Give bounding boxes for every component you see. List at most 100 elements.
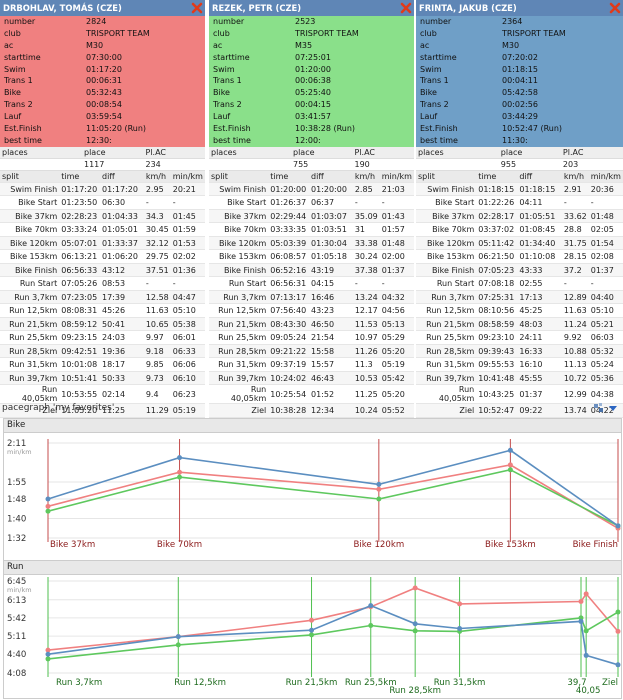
places-cell: 234 xyxy=(143,158,205,171)
split-value-cell: 2.95 xyxy=(143,182,171,197)
split-value-cell: 50:41 xyxy=(99,317,144,332)
table-row: Bike 37km 02:28:17 01:05:51 33.62 01:48 xyxy=(416,209,623,224)
pacegraph-options-icon[interactable] xyxy=(593,402,619,414)
close-icon[interactable] xyxy=(191,2,203,14)
split-value-cell: 01:10:08 xyxy=(517,249,562,264)
split-value-cell: 01:37 xyxy=(379,263,414,278)
table-row: Run 25,5km 09:23:10 24:11 9.92 06:03 xyxy=(416,330,623,345)
split-name-cell: Run 3,7km xyxy=(416,290,477,305)
split-value-cell: 09:42:51 xyxy=(59,344,100,359)
close-icon[interactable] xyxy=(609,2,621,14)
split-value-cell: - xyxy=(143,276,171,291)
table-row: Run 12,5km 08:10:56 45:25 11.63 05:10 xyxy=(416,303,623,318)
split-value-cell: - xyxy=(588,195,623,210)
table-row: Bike Start 01:23:50 06:30- - xyxy=(0,195,205,210)
info-row: Swim 01:18:15 xyxy=(416,64,623,76)
data-point xyxy=(583,591,589,597)
split-value-cell: 06:23 xyxy=(170,384,205,405)
split-value-cell: 31.75 xyxy=(561,236,589,251)
split-value-cell: - xyxy=(561,276,589,291)
data-point xyxy=(309,627,315,633)
info-row: Est.Finish 11:05:20 (Run) xyxy=(0,123,205,135)
split-value-cell: 01:20:00 xyxy=(308,182,353,197)
info-label: club xyxy=(4,28,21,38)
split-value-cell: 11:25 xyxy=(99,403,144,418)
split-value-cell: 13.74 xyxy=(561,403,589,418)
athlete-name-header: REZEK, PETR (CZE) xyxy=(209,0,414,16)
table-row: Run 39,7km 10:51:41 50:33 9.73 06:10 xyxy=(0,371,205,386)
info-row: Trans 2 00:02:56 xyxy=(416,99,623,111)
split-value-cell: 01:03:07 xyxy=(308,209,353,224)
split-value-cell: 13.24 xyxy=(352,290,380,305)
split-name-cell: Run 12,5km xyxy=(209,303,269,318)
split-name-cell: Run 25,5km xyxy=(0,330,60,345)
table-row: Run 25,5km 09:05:24 21:54 10.97 05:29 xyxy=(209,330,414,345)
split-value-cell: 01:34:40 xyxy=(517,236,562,251)
split-value-cell: 06:30 xyxy=(99,195,144,210)
split-value-cell: 01:54 xyxy=(588,236,623,251)
places-header-row: places place Pl.AC xyxy=(416,146,623,159)
info-row: Trans 2 00:04:15 xyxy=(209,99,414,111)
info-value: 12:00: xyxy=(295,135,321,145)
places-cell: 1117 xyxy=(82,158,144,171)
split-value-cell: 11.25 xyxy=(352,384,380,405)
info-value: 07:30:00 xyxy=(86,52,122,62)
split-value-cell: 20:21 xyxy=(170,182,205,197)
info-label: ac xyxy=(420,40,430,50)
table-row: Run 25,5km 09:23:15 24:03 9.97 06:01 xyxy=(0,330,205,345)
split-name-cell: Run 40,05km xyxy=(0,384,60,405)
split-name-cell: Bike 37km xyxy=(416,209,477,224)
split-value-cell: 12.58 xyxy=(143,290,171,305)
split-value-cell: 08:53 xyxy=(99,276,144,291)
split-value-cell: 12:34 xyxy=(308,403,353,418)
data-point xyxy=(177,455,183,461)
split-name-cell: Run 28,5km xyxy=(416,344,477,359)
table-row: Bike Finish 07:05:23 43:33 37.2 01:37 xyxy=(416,263,623,278)
split-value-cell: 01:43 xyxy=(379,209,414,224)
split-value-cell: 10:53:55 xyxy=(59,384,100,405)
info-value: 00:02:56 xyxy=(502,100,538,110)
splits-table: split time diff km/h min/km Swim Finish 01:18:… xyxy=(416,170,623,418)
split-value-cell: 09:23:10 xyxy=(476,330,518,345)
info-value: 00:04:11 xyxy=(502,76,538,86)
y-tick-label: 1:40 xyxy=(7,515,26,525)
info-row: Est.Finish 10:52:47 (Run) xyxy=(416,123,623,135)
split-value-cell: 10:43:25 xyxy=(476,384,518,405)
split-value-cell: - xyxy=(352,276,380,291)
split-value-cell: 07:05:26 xyxy=(59,276,100,291)
split-value-cell: 9.92 xyxy=(561,330,589,345)
split-value-cell: 01:36 xyxy=(170,263,205,278)
split-name-cell: Ziel xyxy=(416,403,477,418)
split-value-cell: 02:05 xyxy=(588,222,623,237)
info-label: starttime xyxy=(213,52,250,62)
data-point xyxy=(457,601,463,607)
split-value-cell: 11.53 xyxy=(352,317,380,332)
split-value-cell: 09:22 xyxy=(517,403,562,418)
athlete-column-2: FRINTA, JAKUB (CZE) number 2364 club TRISPO… xyxy=(416,0,623,418)
x-tick-label: Bike 153km xyxy=(485,540,536,550)
split-value-cell: 11.26 xyxy=(352,344,380,359)
info-label: Trans 1 xyxy=(4,76,33,86)
split-name-cell: Bike Finish xyxy=(0,263,60,278)
info-label: best time xyxy=(420,135,458,145)
table-row: Bike 37km 02:29:44 01:03:07 35.09 01:43 xyxy=(209,209,414,224)
split-name-cell: Run 31,5km xyxy=(0,357,60,372)
split-value-cell: 11.63 xyxy=(143,303,171,318)
split-value-cell: 05:52 xyxy=(379,403,414,418)
split-name-cell: Bike 120km xyxy=(416,236,477,251)
split-value-cell: 04:32 xyxy=(379,290,414,305)
info-label: starttime xyxy=(4,52,41,62)
split-value-cell: 08:59:12 xyxy=(59,317,100,332)
splits-header-cell: km/h xyxy=(352,170,380,183)
split-value-cell: 01:08:45 xyxy=(517,222,562,237)
data-point xyxy=(507,462,513,468)
table-row: Run 3,7km 07:25:31 17:13 12.89 04:40 xyxy=(416,290,623,305)
pacegraph-title: pacegraph 'my favorites' xyxy=(2,403,115,413)
athlete-name-header: DRBOHLAV, TOMÁS (CZE) xyxy=(0,0,205,16)
split-value-cell: 33.62 xyxy=(561,209,589,224)
info-value: 00:04:15 xyxy=(295,100,331,110)
table-row: Bike 120km 05:03:39 01:30:04 33.38 01:48 xyxy=(209,236,414,251)
split-value-cell: 05:07:01 xyxy=(59,236,100,251)
close-icon[interactable] xyxy=(400,2,412,14)
